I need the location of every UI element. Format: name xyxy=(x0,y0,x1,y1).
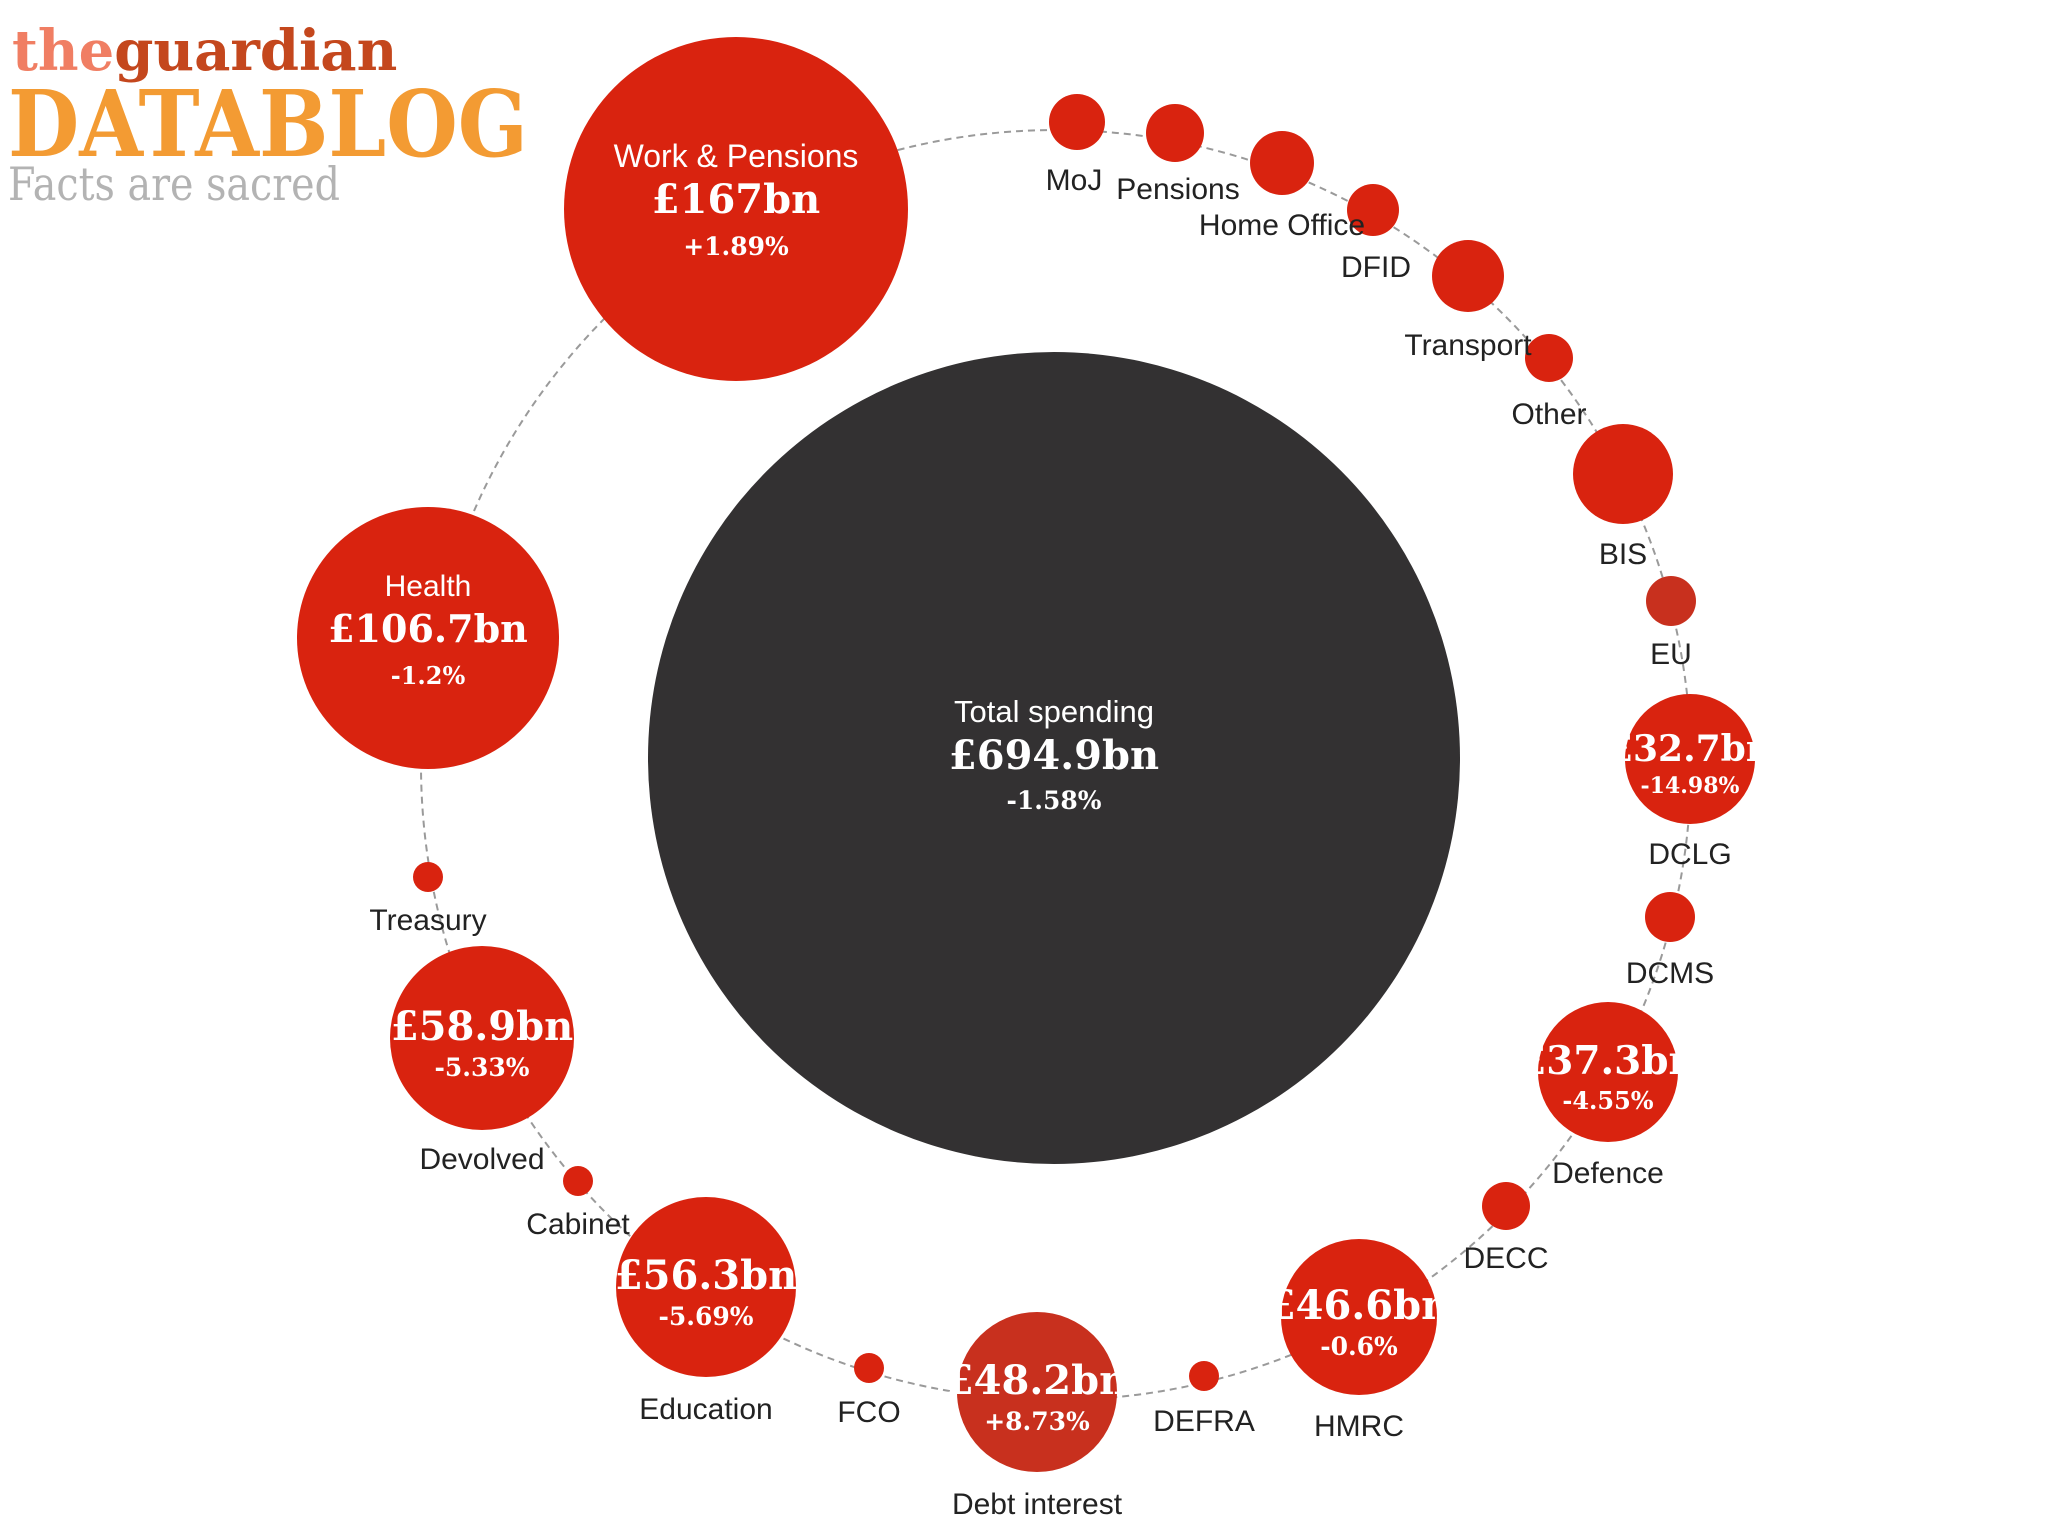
bubble-devolved: £58.9bn -5.33% xyxy=(390,946,574,1130)
bubble-defence: £37.3bn-4.55% xyxy=(1519,1002,1697,1142)
bubble-circle-debt-interest xyxy=(957,1312,1117,1472)
bubble-circle-treasury xyxy=(413,862,443,892)
bubble-other xyxy=(1525,334,1573,382)
outside-label-devolved: Devolved xyxy=(419,1143,544,1176)
bubble-circle-moj xyxy=(1049,94,1105,150)
bubble-change-health: -1.2% xyxy=(391,661,466,690)
bubble-circle-pensions xyxy=(1146,104,1204,162)
outside-label-dcms: DCMS xyxy=(1626,957,1714,990)
bubble-circle-other xyxy=(1525,334,1573,382)
bubble-change-debt-interest: +8.73% xyxy=(984,1407,1090,1436)
bubble-change-work-and-pensions: +1.89% xyxy=(683,232,789,261)
bubble-change-education: -5.69% xyxy=(658,1302,753,1331)
bubble-defra xyxy=(1189,1361,1219,1391)
bubble-change-dclg: -14.98% xyxy=(1641,773,1740,799)
bubble-work-and-pensions: Work & Pensions£167bn +1.89% xyxy=(564,37,908,381)
bubble-amount-dclg: £32.7bn xyxy=(1608,728,1772,770)
outside-label-eu: EU xyxy=(1650,638,1692,671)
bubble-circle-dfid xyxy=(1347,184,1399,236)
bubble-decc xyxy=(1482,1182,1530,1230)
bubble-amount-education: £56.3bn xyxy=(615,1252,797,1299)
bubble-amount-defence: £37.3bn xyxy=(1519,1038,1697,1084)
outside-label-dfid: DFID xyxy=(1341,251,1411,284)
bubble-circle-education xyxy=(616,1197,796,1377)
bubble-eu xyxy=(1646,576,1696,626)
outside-label-home-office: Home Office xyxy=(1199,209,1365,242)
brand-the: the xyxy=(12,18,114,84)
outside-label-fco: FCO xyxy=(837,1396,900,1429)
bubble-fco xyxy=(854,1353,884,1383)
bubble-circle-decc xyxy=(1482,1182,1530,1230)
total-spending-bubble: Total spending£694.9bn -1.58% xyxy=(648,352,1460,1164)
bubble-treasury xyxy=(413,862,443,892)
bubble-circle-hmrc xyxy=(1281,1239,1437,1395)
bubble-dcms xyxy=(1645,892,1695,942)
bubble-amount-devolved: £58.9bn xyxy=(391,1003,573,1050)
bubble-circle-work-and-pensions xyxy=(564,37,908,381)
bubble-health: Health£106.7bn -1.2% xyxy=(297,507,559,769)
bubble-dclg: £32.7bn -14.98% xyxy=(1608,694,1772,824)
bubble-circle-defra xyxy=(1189,1361,1219,1391)
bubbles-layer: Total spending£694.9bn -1.58% Work & Pensi… xyxy=(297,37,1772,1472)
total-spending-circle xyxy=(648,352,1460,1164)
bubble-change-defence: -4.55% xyxy=(1562,1086,1653,1115)
bubble-amount-debt-interest: £48.2bn xyxy=(946,1357,1128,1404)
outside-label-education: Education xyxy=(639,1393,772,1426)
bubble-hmrc: £46.6bn -0.6% xyxy=(1268,1239,1450,1395)
bubble-amount-work-and-pensions: £167bn xyxy=(652,176,820,223)
bubble-label-work-and-pensions: Work & Pensions xyxy=(614,138,859,174)
bubble-label-health: Health xyxy=(385,570,472,603)
total-spending-amount: £694.9bn xyxy=(949,732,1159,779)
outside-label-transport: Transport xyxy=(1404,329,1532,362)
bubble-education: £56.3bn -5.69% xyxy=(615,1197,797,1377)
bubble-circle-cabinet xyxy=(563,1166,593,1196)
bubble-circle-fco xyxy=(854,1353,884,1383)
bubble-debt-interest: £48.2bn +8.73% xyxy=(946,1312,1128,1472)
outside-label-pensions: Pensions xyxy=(1116,173,1239,206)
outside-label-bis: BIS xyxy=(1599,538,1647,571)
bubble-circle-bis xyxy=(1573,424,1673,524)
bubble-home-office xyxy=(1250,131,1314,195)
bubble-circle-defence xyxy=(1538,1002,1678,1142)
bubble-amount-hmrc: £46.6bn xyxy=(1268,1282,1450,1329)
bubble-dfid xyxy=(1347,184,1399,236)
outside-label-defence: Defence xyxy=(1552,1157,1664,1190)
bubble-moj xyxy=(1049,94,1105,150)
bubble-circle-devolved xyxy=(390,946,574,1130)
bubble-transport xyxy=(1432,240,1504,312)
brand-tagline: Facts are sacred xyxy=(8,157,340,211)
bubble-bis xyxy=(1573,424,1673,524)
brand-logo-text: theguardian xyxy=(12,18,397,84)
bubble-circle-transport xyxy=(1432,240,1504,312)
bubble-cabinet xyxy=(563,1166,593,1196)
total-spending-label: Total spending xyxy=(954,694,1154,729)
bubble-amount-health: £106.7bn xyxy=(328,606,528,651)
outside-label-hmrc: HMRC xyxy=(1314,1410,1404,1443)
outside-label-debt-interest: Debt interest xyxy=(952,1488,1123,1521)
bubble-pensions xyxy=(1146,104,1204,162)
outside-label-moj: MoJ xyxy=(1046,164,1103,197)
outside-label-decc: DECC xyxy=(1463,1242,1548,1275)
guardian-datablog-logo: theguardian DATABLOG Facts are sacred xyxy=(8,18,528,211)
brand-guardian: guardian xyxy=(114,18,397,84)
total-spending-change: -1.58% xyxy=(1006,786,1101,815)
outside-label-treasury: Treasury xyxy=(369,904,486,937)
brand-datablog: DATABLOG xyxy=(8,70,528,178)
outside-label-cabinet: Cabinet xyxy=(526,1208,630,1241)
outside-label-defra: DEFRA xyxy=(1153,1405,1255,1438)
bubble-circle-dcms xyxy=(1645,892,1695,942)
bubble-circle-dclg xyxy=(1625,694,1755,824)
bubble-circle-home-office xyxy=(1250,131,1314,195)
bubble-change-devolved: -5.33% xyxy=(434,1053,529,1082)
bubble-circle-health xyxy=(297,507,559,769)
bubble-change-hmrc: -0.6% xyxy=(1320,1332,1398,1361)
bubble-circle-eu xyxy=(1646,576,1696,626)
outside-label-other: Other xyxy=(1511,398,1586,431)
outside-label-dclg: DCLG xyxy=(1648,838,1731,871)
